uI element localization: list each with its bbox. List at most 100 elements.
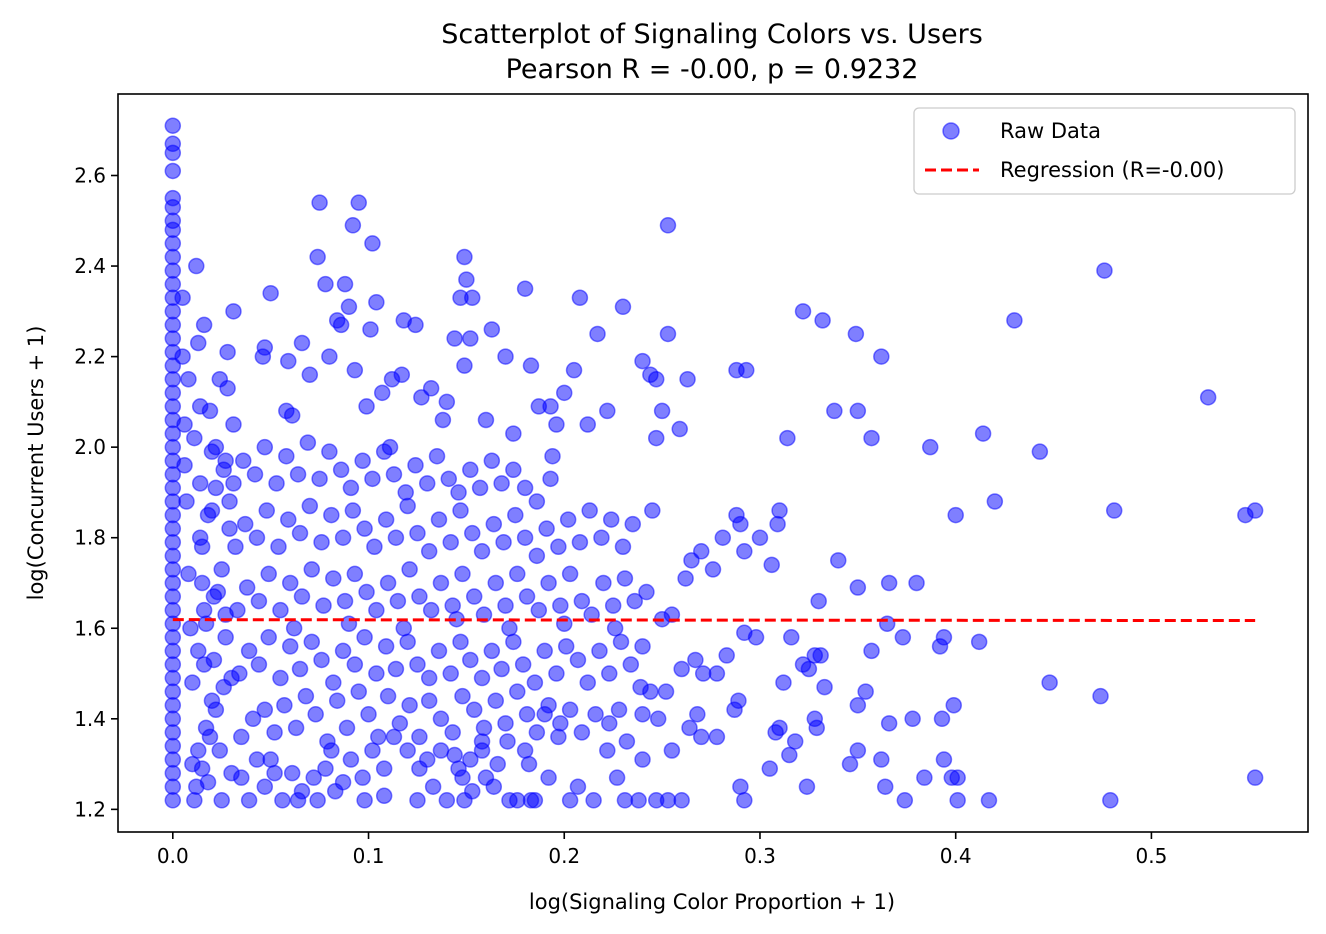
data-point	[328, 692, 346, 709]
data-point	[464, 524, 481, 542]
data-point	[164, 696, 182, 714]
data-point	[552, 597, 569, 614]
data-point	[254, 348, 272, 365]
data-point	[487, 692, 504, 709]
data-point	[240, 642, 258, 660]
data-point	[694, 665, 712, 682]
data-point	[164, 520, 182, 537]
data-point	[798, 778, 816, 795]
data-point	[409, 524, 426, 542]
data-point	[495, 533, 512, 551]
data-point	[336, 275, 354, 293]
data-point	[281, 574, 299, 592]
data-point	[573, 724, 591, 741]
data-point	[240, 792, 258, 809]
data-point	[164, 669, 182, 687]
data-point	[385, 728, 403, 746]
data-point	[180, 565, 197, 583]
data-point	[258, 502, 275, 519]
data-point	[250, 656, 268, 673]
data-point	[205, 651, 223, 669]
data-point	[814, 312, 831, 329]
data-point	[346, 656, 364, 673]
data-point	[561, 701, 579, 718]
data-point	[1092, 687, 1109, 705]
data-point	[164, 303, 182, 320]
data-point	[614, 538, 632, 556]
data-point	[368, 665, 385, 682]
x-tick-label: 0.4	[940, 844, 972, 868]
data-point	[781, 746, 798, 764]
data-point	[873, 751, 890, 768]
data-point	[438, 792, 456, 809]
data-point	[830, 552, 847, 569]
data-point	[323, 506, 340, 524]
data-point	[487, 574, 504, 592]
data-point	[344, 502, 362, 519]
data-point	[201, 402, 219, 420]
data-point	[444, 597, 461, 614]
data-point	[556, 384, 573, 402]
data-point	[657, 683, 675, 700]
data-point	[309, 248, 326, 266]
data-point	[483, 452, 501, 469]
plot-frame	[117, 93, 1309, 833]
data-point	[644, 502, 661, 519]
data-point	[387, 660, 405, 678]
legend: Raw Data Regression (R=-0.00)	[913, 107, 1296, 195]
data-point	[841, 755, 859, 773]
data-point	[849, 742, 867, 759]
data-point	[579, 416, 596, 433]
data-point	[1041, 674, 1058, 691]
y-tick-label: 2.4	[74, 254, 106, 278]
data-point	[536, 642, 553, 660]
data-point	[193, 574, 211, 592]
data-point	[497, 597, 514, 614]
data-point	[164, 533, 182, 551]
data-point	[399, 497, 416, 515]
x-tick-label: 0.5	[1136, 844, 1168, 868]
data-point	[751, 529, 769, 546]
regression-line	[172, 618, 1256, 623]
y-tick-label: 1.8	[74, 526, 106, 550]
data-point	[174, 348, 191, 365]
x-tick-label: 0.2	[548, 844, 580, 868]
data-point	[199, 506, 217, 524]
data-point	[606, 620, 624, 637]
data-point	[186, 792, 203, 809]
data-point	[266, 724, 283, 741]
data-point	[422, 380, 440, 397]
data-point	[358, 398, 375, 415]
data-point	[227, 538, 244, 556]
data-point	[272, 601, 289, 619]
x-tick-label: 0.0	[157, 844, 189, 868]
data-point	[164, 316, 182, 334]
data-point	[164, 493, 182, 510]
data-point	[587, 706, 604, 723]
y-tick-label: 2.2	[74, 345, 106, 369]
data-point	[876, 778, 894, 795]
data-point	[473, 733, 491, 750]
data-point	[203, 443, 221, 460]
data-point	[450, 760, 467, 777]
data-point	[283, 764, 301, 782]
data-point	[207, 701, 225, 718]
data-point	[935, 629, 953, 646]
data-point	[280, 511, 297, 528]
data-point	[878, 615, 896, 632]
data-point	[585, 792, 602, 809]
data-point	[542, 470, 559, 488]
data-point	[673, 792, 690, 809]
data-point	[432, 574, 450, 592]
data-point	[1102, 792, 1119, 809]
data-point	[164, 330, 182, 347]
x-tick-label: 0.3	[744, 844, 776, 868]
data-point	[174, 289, 191, 306]
data-point	[164, 262, 182, 279]
data-point	[1246, 502, 1264, 519]
data-point	[767, 724, 784, 741]
data-point	[935, 751, 953, 768]
data-point	[497, 715, 514, 732]
data-point	[949, 769, 966, 786]
data-point	[164, 656, 182, 673]
